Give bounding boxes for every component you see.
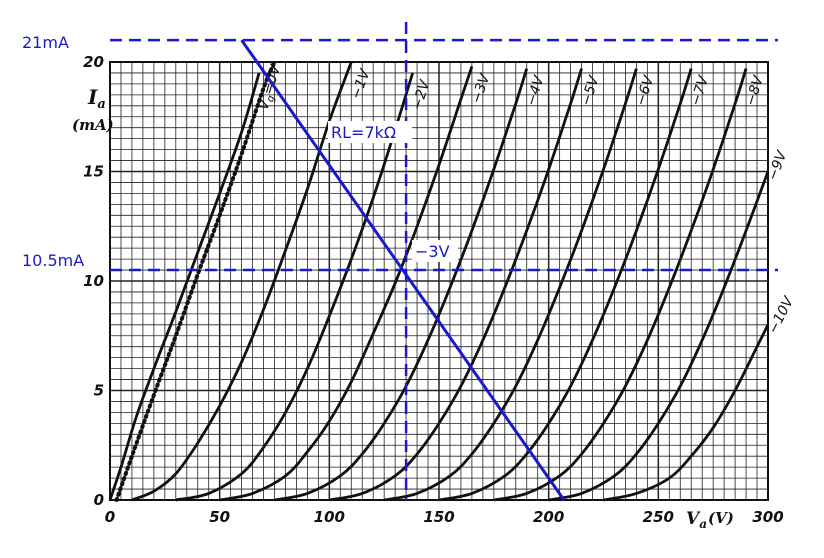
x-tick-label: 0	[105, 508, 115, 526]
y-tick-label: 10	[83, 272, 104, 290]
x-axis-unit: (V)	[708, 509, 734, 527]
curve-0	[108, 72, 261, 501]
curve-vg0-dotted	[114, 60, 277, 502]
curve-6	[329, 68, 583, 502]
reference-label-21mA: 21mA	[22, 33, 69, 52]
curve-3	[175, 72, 415, 502]
operating-point-label-bg	[412, 240, 458, 262]
curve-5	[274, 68, 529, 502]
x-tick-label: 100	[314, 508, 345, 526]
y-tick-label: 15	[83, 163, 104, 181]
curve-8	[438, 68, 693, 502]
curve-7	[383, 68, 638, 502]
y-axis-label: Ia	[87, 85, 106, 112]
load-line	[240, 39, 566, 501]
curve-9	[493, 68, 748, 502]
x-axis-label: Va	[686, 509, 707, 531]
y-tick-label: 5	[94, 382, 104, 400]
curve-2	[131, 61, 353, 502]
tick-labels: 0 50 100 150 200 250 300 0 5 10 15 20	[83, 53, 784, 526]
curve-10	[548, 171, 770, 502]
reference-label-10-5mA: 10.5mA	[22, 251, 84, 270]
x-tick-label: 50	[209, 508, 230, 526]
x-tick-label: 250	[643, 508, 674, 526]
load-line-label: RL=7kΩ	[331, 123, 396, 142]
curve-4	[219, 65, 474, 502]
x-tick-label: 200	[533, 508, 564, 526]
y-axis-unit: (mA)	[72, 116, 114, 134]
x-tick-label: 300	[752, 508, 783, 526]
grid-voltage-curves	[108, 60, 770, 502]
curve-11	[603, 324, 770, 502]
operating-point-label: −3V	[415, 242, 450, 261]
x-tick-label: 150	[423, 508, 454, 526]
y-tick-label: 20	[83, 53, 104, 71]
y-tick-label: 0	[94, 491, 104, 509]
load-line-label-bg	[328, 121, 412, 143]
load-line-overlay: RL=7kΩ −3V 21mA 10.5mA	[22, 22, 778, 501]
